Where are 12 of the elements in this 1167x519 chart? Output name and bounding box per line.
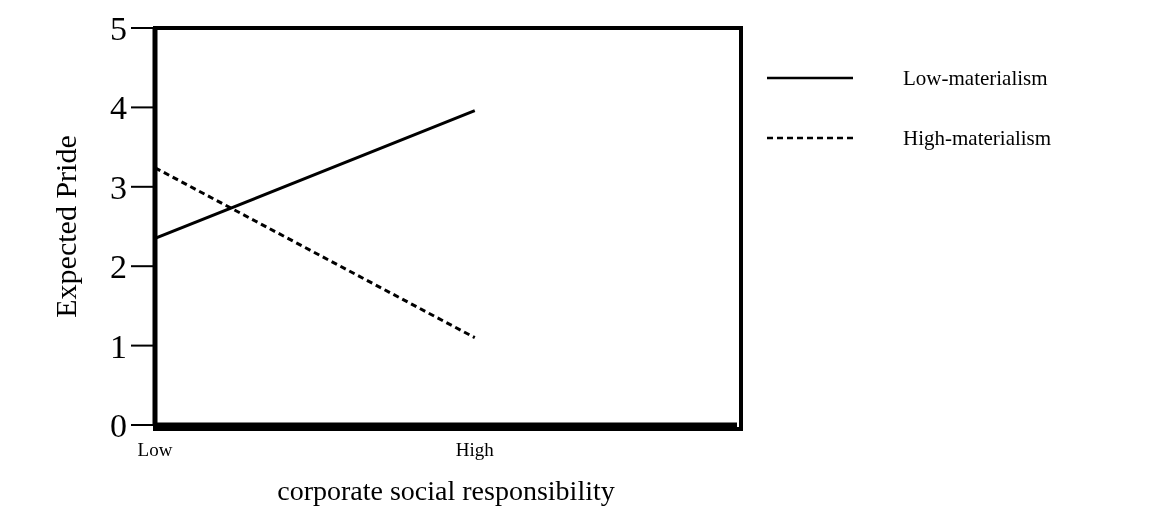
y-tick-label: 3 xyxy=(110,168,127,206)
x-axis-title: corporate social responsibility xyxy=(277,475,615,506)
y-tick-label: 5 xyxy=(110,10,127,48)
y-tick-label: 4 xyxy=(110,89,127,127)
y-tick-label: 1 xyxy=(110,327,127,365)
legend-label: High-materialism xyxy=(903,125,1052,151)
y-tick-label: 0 xyxy=(110,407,127,445)
y-axis-title: Expected Pride xyxy=(48,135,82,318)
legend-label: Low-materialism xyxy=(903,65,1048,91)
y-tick-label: 2 xyxy=(110,248,127,286)
x-tick-label: High xyxy=(455,439,495,461)
x-tick-label: Low xyxy=(137,439,173,461)
